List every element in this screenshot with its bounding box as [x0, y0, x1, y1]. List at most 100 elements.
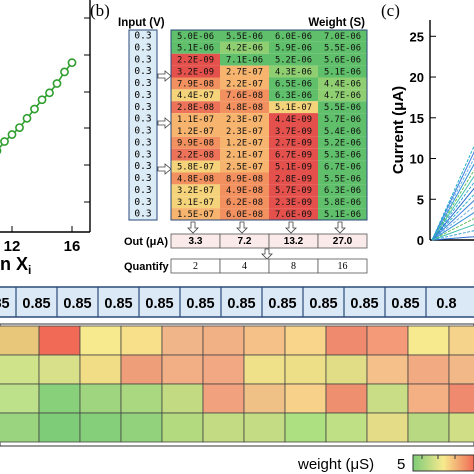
weight-cell — [171, 196, 220, 209]
c-ytick-label: 25 — [410, 29, 424, 44]
weight-value: 2.7E-07 — [226, 67, 263, 77]
panel-c-y-label: Current (μA) — [390, 86, 407, 174]
weight-cell — [318, 208, 367, 220]
weight-cell — [318, 101, 367, 114]
arrow-right-icon — [157, 117, 172, 129]
input-value: 0.3 — [134, 126, 151, 137]
weight-cell — [318, 89, 367, 102]
weight-cell — [269, 125, 318, 137]
heatmap-cell — [202, 412, 245, 443]
weight-cell — [318, 53, 367, 66]
weight-cell — [269, 160, 318, 173]
weight-value: 3.1E-07 — [177, 198, 214, 208]
c-current-curve — [431, 175, 474, 241]
weight-cell — [171, 148, 220, 161]
heatmap-cell — [407, 412, 450, 443]
bottom-heatmap — [0, 325, 474, 443]
heatmap-cell — [448, 383, 474, 414]
c-ytick-label: 5 — [417, 192, 424, 207]
weight-cell — [269, 148, 318, 161]
weight-value: 5.9E-06 — [275, 44, 312, 54]
weight-cell — [269, 184, 318, 197]
bottom-input-value: 0.85 — [268, 296, 296, 312]
weight-cell — [220, 77, 269, 90]
weight-cell — [171, 101, 220, 114]
weight-value: 4.2E-06 — [226, 44, 263, 54]
weight-cell — [318, 184, 367, 197]
c-current-curve — [431, 187, 474, 241]
quantify-value: 16 — [338, 261, 348, 272]
heatmap-cell — [243, 354, 286, 385]
out-value: 3.3 — [189, 236, 203, 247]
weight-cell — [318, 30, 367, 42]
panel-c-current-curves — [431, 145, 474, 241]
input-value: 0.3 — [134, 137, 151, 148]
weight-cell — [269, 208, 318, 220]
quantify-value: 2 — [193, 261, 198, 272]
weight-value: 5.2E-06 — [324, 139, 361, 149]
panel-c: (c) 0 5 10 15 20 25 Current (μA) — [381, 1, 474, 248]
out-value-box — [317, 233, 368, 249]
panel-a-points — [0, 58, 77, 155]
bottom-input-value: 0.85 — [145, 296, 173, 312]
panel-a-xtick-label-12: 12 — [4, 238, 21, 255]
weight-value: 2.1E-07 — [226, 151, 263, 161]
weight-cell — [318, 77, 367, 90]
weight-cell — [269, 30, 318, 42]
out-value: 13.2 — [284, 236, 304, 247]
weight-value: 4.4E-07 — [177, 91, 214, 101]
weight-cell — [318, 172, 367, 185]
weight-value: 1.5E-07 — [177, 210, 214, 220]
heatmap-cell — [284, 325, 327, 356]
weight-value: 1.2E-07 — [177, 127, 214, 137]
weight-cell — [318, 148, 367, 161]
arrow-right-icon — [157, 70, 172, 82]
heatmap-cell — [120, 412, 163, 443]
weight-cell — [269, 101, 318, 114]
weight-value: 4.9E-08 — [226, 186, 263, 196]
weight-value: 7.6E-08 — [226, 91, 263, 101]
weight-grid: 5.0E-06 5.5E-06 6.0E-06 7.0E-06 5.1E-06 4.2E-… — [171, 30, 367, 220]
bottom-input-value: 0.85 — [63, 296, 91, 312]
colorbar-label: weight (μS) — [297, 456, 374, 473]
heatmap-cell — [325, 412, 368, 443]
quantify-values: 2 4 8 16 — [170, 258, 368, 274]
panel-a-series-line — [0, 62, 73, 149]
weight-cell — [220, 89, 269, 102]
c-ytick-label: 10 — [410, 152, 424, 167]
heatmap-cell — [284, 383, 327, 414]
weight-cell — [220, 125, 269, 137]
weight-cell — [269, 65, 318, 78]
weight-value: 7.9E-08 — [177, 79, 214, 89]
quantify-value: 8 — [291, 261, 296, 272]
out-label: Out (μA) — [124, 236, 168, 248]
heatmap-cell — [120, 354, 163, 385]
weight-header: Weight (S) — [308, 17, 365, 29]
bottom-input-value: 0.85 — [350, 296, 378, 312]
weight-value: 5.3E-06 — [324, 151, 361, 161]
weight-cell — [220, 208, 269, 220]
heatmap-cell — [448, 325, 474, 356]
weight-cell — [171, 136, 220, 149]
output-arrows — [187, 221, 346, 260]
weight-cell — [171, 208, 220, 220]
input-value: 0.3 — [134, 197, 151, 208]
weight-value: 4.8E-08 — [226, 103, 263, 113]
heatmap-cell — [202, 354, 245, 385]
heatmap-cell — [161, 383, 204, 414]
input-value: 0.3 — [134, 161, 151, 172]
weight-cell — [318, 136, 367, 149]
bottom-input-value: 0.85 — [227, 296, 255, 312]
arrow-down-icon — [187, 221, 199, 234]
weight-value: 5.1E-06 — [324, 67, 361, 77]
weight-value: 4.4E-09 — [275, 115, 312, 125]
input-value: 0.3 — [134, 42, 151, 53]
heatmap-cell — [0, 325, 40, 356]
heatmap-cell — [79, 383, 122, 414]
panel-c-y-ticks: 0 5 10 15 20 25 — [410, 29, 436, 248]
heatmap-cell — [407, 383, 450, 414]
out-values: 3.3 7.2 13.2 27.0 — [170, 233, 368, 249]
arrow-down-icon — [285, 221, 297, 234]
weight-value: 8.9E-08 — [226, 174, 263, 184]
heatmap-cell — [407, 354, 450, 385]
